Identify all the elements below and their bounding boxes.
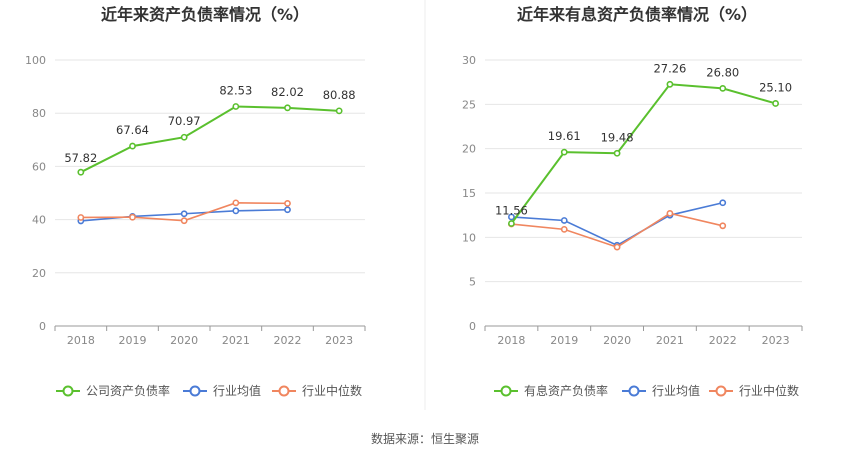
series-0: 11.56 19.61 19.48 27.26 26.80 25.10 [495,61,792,227]
data-point [560,225,568,233]
y-tick-label: 15 [462,187,476,200]
data-point [180,133,188,141]
data-point [284,199,291,207]
y-tick-label: 40 [32,214,46,227]
legend-item: 行业均值 [622,383,700,398]
legend-item: 有息资产负债率 [494,383,608,398]
data-point [180,217,188,225]
data-point [666,80,674,88]
x-tick-label: 2020 [170,334,198,347]
series-line [511,201,723,247]
data-point [772,100,779,107]
chart-interest-bearing-debt-ratio: 近年来有息资产负债率情况（%） 0 5 10 15 20 25 30 2018 2019 2020 2… [462,5,803,398]
x-tick-label: 2018 [67,334,95,347]
legend-item: 行业中位数 [709,383,799,398]
x-tick-label: 2019 [119,334,147,347]
data-point [284,104,291,112]
data-point [335,107,343,115]
y-tick-label: 60 [32,160,46,173]
y-tick-label: 10 [462,231,476,244]
data-point [508,220,515,227]
data-label: 27.26 [653,61,686,75]
legend-label: 行业均值 [652,383,700,398]
legend-label: 行业中位数 [739,383,799,398]
data-point [719,84,727,92]
data-point [666,209,674,217]
legend-label: 公司资产负债率 [86,383,170,398]
legend-swatch-marker [189,385,201,397]
source-note: 数据来源：恒生聚源 [371,431,479,446]
legend-label: 行业中位数 [302,383,362,398]
data-point [613,243,621,251]
data-point [719,222,727,230]
x-tick-label: 2023 [325,334,353,347]
legend-item: 行业均值 [183,383,261,398]
series-2 [77,199,291,225]
data-point [719,199,727,207]
data-point [232,103,240,110]
y-tick-label: 25 [462,98,476,111]
data-point [560,148,568,156]
data-label: 26.80 [706,65,739,79]
x-tick-label: 2022 [274,334,302,347]
legend-label: 行业均值 [213,383,261,398]
legend-swatch-marker [62,385,74,397]
data-label: 19.48 [601,130,634,144]
y-tick-label: 5 [469,276,476,289]
legend-swatch-marker [278,385,290,397]
data-point [560,217,568,224]
legend-label: 有息资产负债率 [524,383,608,398]
x-tick-label: 2021 [656,334,684,347]
x-tick-label: 2019 [550,334,578,347]
data-point [232,199,240,207]
data-point [613,149,621,157]
x-tick-label: 2021 [222,334,250,347]
chart-debt-ratio: 近年来资产负债率情况（%） 0 20 40 60 80 100 2018 2019 2020 202… [25,5,366,398]
y-tick-label: 20 [32,267,46,280]
data-label: 67.64 [116,123,149,137]
data-label: 70.97 [168,114,201,128]
data-point [129,213,136,221]
data-point [232,207,240,215]
x-tick-label: 2022 [709,334,737,347]
x-tick-label: 2023 [762,334,790,347]
y-tick-label: 30 [462,54,476,67]
y-tick-label: 0 [469,320,476,333]
data-label: 25.10 [759,80,792,94]
y-tick-label: 0 [39,320,46,333]
data-point [129,142,136,150]
legend-item: 行业中位数 [272,383,362,398]
chart-title: 近年来有息资产负债率情况（%） [517,5,757,24]
data-label: 80.88 [323,88,356,102]
legend-swatch-marker [715,385,727,397]
legend-item: 公司资产负债率 [56,383,170,398]
data-label: 57.82 [64,151,97,165]
legend-swatch-marker [500,385,512,397]
series-1 [508,199,727,249]
y-tick-label: 20 [462,143,476,156]
data-label: 11.56 [495,204,528,218]
data-point [77,214,85,221]
series-0: 57.82 67.64 70.97 82.53 82.02 80.88 [64,83,356,176]
data-point [508,213,515,221]
data-point [180,210,188,218]
data-label: 82.02 [271,85,304,99]
series-line [80,105,340,174]
data-point [77,168,85,176]
data-point [284,206,291,214]
series-2 [508,209,727,251]
chart-title: 近年来资产负债率情况（%） [101,5,309,24]
data-label: 19.61 [548,129,581,143]
series-line [510,83,776,225]
legend-swatch-marker [628,385,640,397]
data-label: 82.53 [219,83,252,97]
x-tick-label: 2018 [497,334,525,347]
y-tick-label: 80 [32,107,46,120]
x-tick-label: 2020 [603,334,631,347]
y-tick-label: 100 [25,54,46,67]
